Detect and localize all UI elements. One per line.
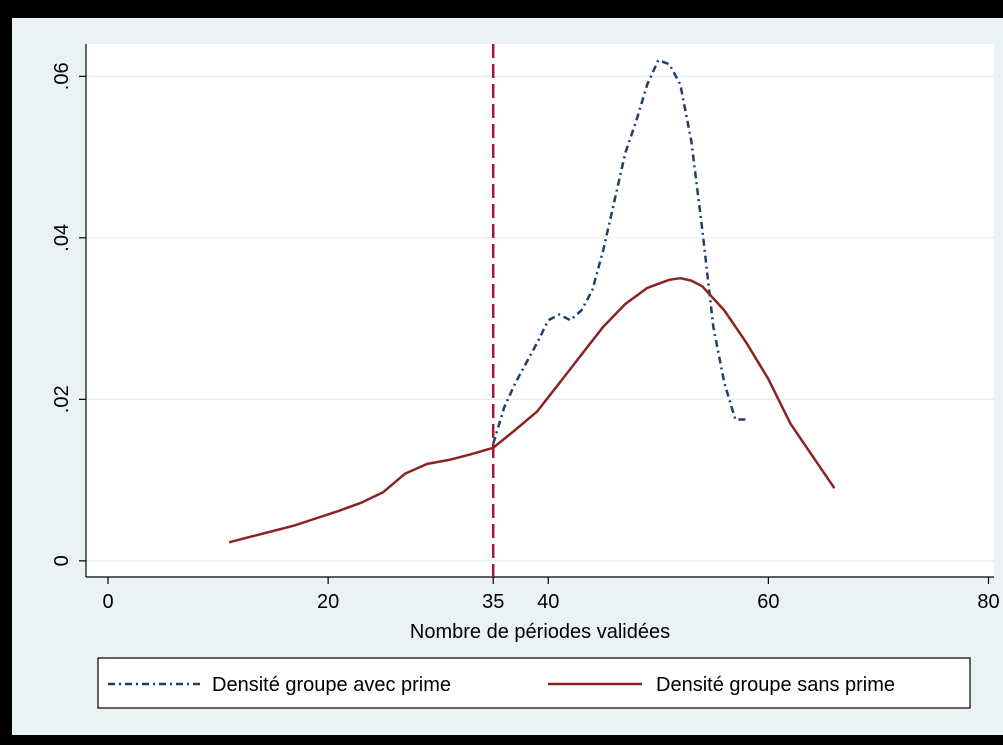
- plot-area: [86, 44, 994, 577]
- x-tick-label-3: 40: [537, 591, 559, 613]
- axes: 0 .02 .04 .06 0 20 35 40 60 80: [51, 44, 1000, 613]
- x-tick-label-0: 0: [102, 591, 113, 613]
- x-tick-label-4: 60: [757, 591, 779, 613]
- x-axis-label: Nombre de périodes validées: [410, 621, 670, 643]
- y-tick-label-1: .02: [51, 385, 73, 413]
- x-tick-label-1: 20: [317, 591, 339, 613]
- y-tick-label-3: .06: [51, 62, 73, 90]
- y-tick-label-0: 0: [51, 555, 73, 566]
- x-tick-label-2: 35: [482, 591, 504, 613]
- series-line-1: [228, 276, 836, 544]
- legend-box: [97, 657, 971, 709]
- y-tick-label-2: .04: [51, 224, 73, 252]
- legend-label-avec-prime: Densité groupe avec prime: [212, 674, 451, 696]
- series-group: [228, 58, 836, 544]
- series-line-0: [492, 58, 747, 445]
- x-tick-label-5: 80: [977, 591, 999, 613]
- legend: Densité groupe avec prime Densité groupe…: [97, 657, 971, 709]
- gridlines: [86, 75, 994, 562]
- legend-label-sans-prime: Densité groupe sans prime: [656, 674, 895, 696]
